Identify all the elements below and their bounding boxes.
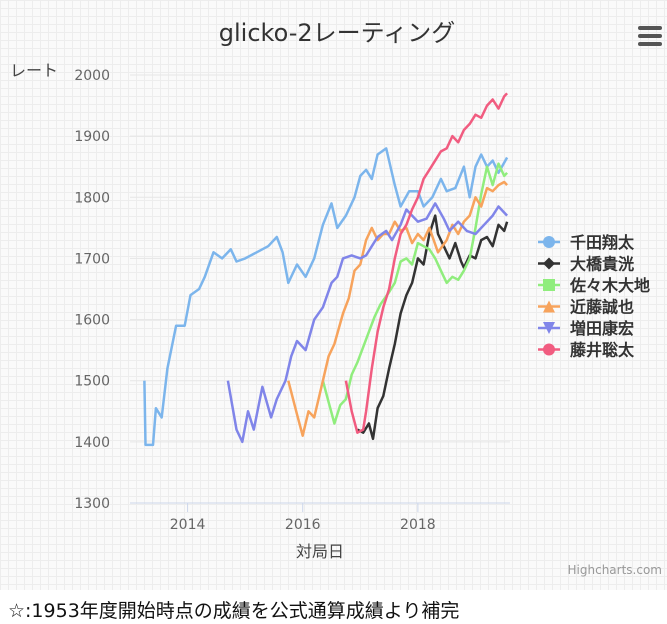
y-tick-label: 1300 <box>74 496 110 512</box>
y-tick-label: 1600 <box>74 313 110 329</box>
legend-item[interactable]: 増田康宏 <box>538 319 634 338</box>
triangle-marker-icon <box>543 300 555 313</box>
y-tick-label: 1900 <box>74 129 110 145</box>
x-axis-title: 対局日 <box>296 542 344 561</box>
x-tick-label: 2018 <box>400 517 436 533</box>
legend-label: 近藤誠也 <box>570 298 634 317</box>
legend-label: 藤井聡太 <box>570 341 635 360</box>
series-line[interactable] <box>143 147 509 447</box>
diamond-marker-icon <box>543 257 555 270</box>
circle-marker-icon <box>543 343 555 356</box>
legend-item[interactable]: 近藤誠也 <box>538 298 634 317</box>
y-gridlines <box>130 74 510 504</box>
legend-item[interactable]: 大橋貴洸 <box>538 255 634 274</box>
x-tick-label: 2016 <box>285 517 321 533</box>
series-line[interactable] <box>356 214 509 441</box>
series-line[interactable] <box>344 92 509 434</box>
chart-title: glicko-2レーティング <box>219 19 455 47</box>
legend-item[interactable]: 藤井聡太 <box>538 341 635 360</box>
legend-label: 千田翔太 <box>570 233 635 252</box>
legend-label: 大橋貴洸 <box>570 255 634 274</box>
legend-label: 増田康宏 <box>570 319 634 338</box>
y-tick-label: 1700 <box>74 251 110 267</box>
legend-item[interactable]: 千田翔太 <box>538 233 635 252</box>
y-tick-label: 1800 <box>74 190 110 206</box>
y-tick-label: 1500 <box>74 374 110 390</box>
series-line[interactable] <box>226 202 509 444</box>
y-tick-label: 1400 <box>74 435 110 451</box>
circle-marker-icon <box>543 236 555 248</box>
legend-item[interactable]: 佐々木大地 <box>538 276 650 295</box>
triangle-down-marker-icon <box>543 322 555 334</box>
series-line[interactable] <box>287 180 509 437</box>
x-axis: 2014 2016 2018 <box>170 503 436 533</box>
legend-label: 佐々木大地 <box>569 276 650 295</box>
square-marker-icon <box>543 279 555 291</box>
series-lines <box>143 92 509 447</box>
chart-background <box>0 0 667 590</box>
x-tick-label: 2014 <box>170 517 206 533</box>
credits-link[interactable]: Highcharts.com <box>568 563 662 577</box>
y-tick-label: 2000 <box>74 68 110 84</box>
hamburger-menu-icon[interactable] <box>638 26 662 50</box>
y-axis-title: レート <box>10 61 58 80</box>
y-axis-ticks: 1300 1400 1500 1600 1700 1800 1900 2000 <box>74 68 110 512</box>
rating-chart: glicko-2レーティング レート 対局日 Highcharts.com 13… <box>10 19 662 577</box>
footnote-text: ☆:1953年度開始時点の成績を公式通算成績より補完 <box>8 600 460 622</box>
